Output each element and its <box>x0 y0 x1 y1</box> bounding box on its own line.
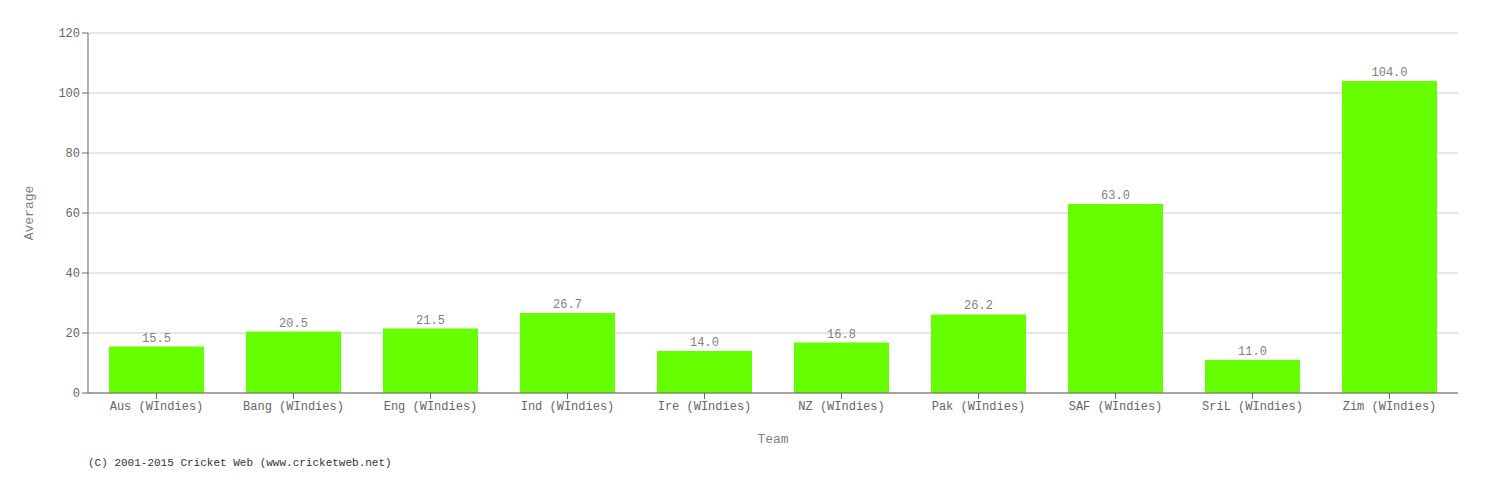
svg-text:120: 120 <box>58 27 80 41</box>
svg-text:Zim (WIndies): Zim (WIndies) <box>1343 400 1437 414</box>
svg-text:Eng (WIndies): Eng (WIndies) <box>384 400 478 414</box>
svg-text:SriL (WIndies): SriL (WIndies) <box>1202 400 1303 414</box>
html-text:(C) 2001-2015 Cricket Web (www: (C) 2001-2015 Cricket Web (www.cricketwe… <box>88 457 392 469</box>
svg-text:Ire (WIndies): Ire (WIndies) <box>658 400 752 414</box>
svg-text:104.0: 104.0 <box>1371 66 1407 80</box>
svg-text:Pak (WIndies): Pak (WIndies) <box>932 400 1026 414</box>
svg-text:Team: Team <box>757 432 788 447</box>
svg-text:0: 0 <box>73 387 80 401</box>
svg-text:60: 60 <box>66 207 80 221</box>
svg-text:NZ (WIndies): NZ (WIndies) <box>798 400 884 414</box>
svg-text:100: 100 <box>58 87 80 101</box>
svg-text:Ind (WIndies): Ind (WIndies) <box>521 400 615 414</box>
svg-text:SAF (WIndies): SAF (WIndies) <box>1069 400 1163 414</box>
svg-text:21.5: 21.5 <box>416 314 445 328</box>
svg-text:11.0: 11.0 <box>1238 345 1267 359</box>
svg-text:26.7: 26.7 <box>553 298 582 312</box>
svg-text:26.2: 26.2 <box>964 299 993 313</box>
svg-text:80: 80 <box>66 147 80 161</box>
svg-text:14.0: 14.0 <box>690 336 719 350</box>
svg-text:40: 40 <box>66 267 80 281</box>
svg-text:20: 20 <box>66 327 80 341</box>
svg-text:16.8: 16.8 <box>827 328 856 342</box>
svg-text:Average: Average <box>22 186 37 241</box>
svg-text:Aus (WIndies): Aus (WIndies) <box>110 400 204 414</box>
svg-text:15.5: 15.5 <box>142 332 171 346</box>
svg-text:Bang (WIndies): Bang (WIndies) <box>243 400 344 414</box>
svg-text:20.5: 20.5 <box>279 317 308 331</box>
svg-text:63.0: 63.0 <box>1101 189 1130 203</box>
